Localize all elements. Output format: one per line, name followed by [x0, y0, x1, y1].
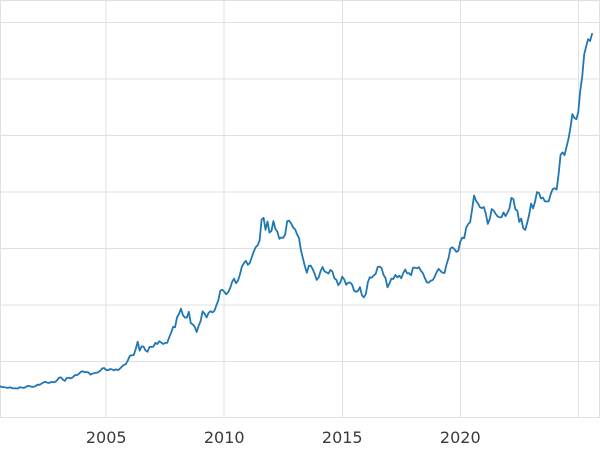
x-tick-label: 2010	[204, 428, 245, 447]
price-line	[0, 32, 593, 390]
x-tick-label: 2005	[86, 428, 127, 447]
x-tick-label: 2020	[440, 428, 481, 447]
x-tick-label: 2015	[322, 428, 363, 447]
